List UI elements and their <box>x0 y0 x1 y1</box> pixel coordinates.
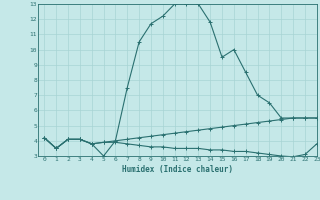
X-axis label: Humidex (Indice chaleur): Humidex (Indice chaleur) <box>122 165 233 174</box>
